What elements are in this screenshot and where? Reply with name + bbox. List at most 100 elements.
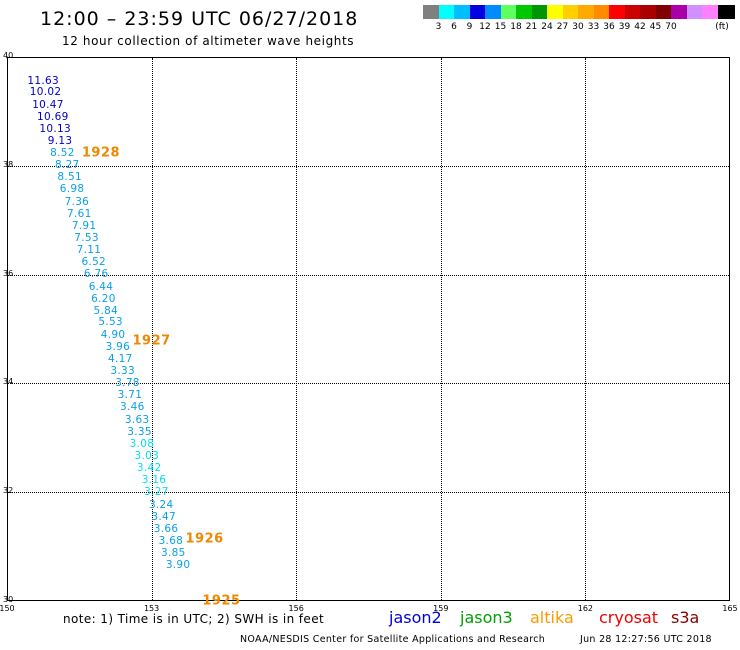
- color-swatch: [547, 5, 564, 19]
- wave-height-label: 11.63: [27, 74, 59, 87]
- meridian-gridline: [296, 58, 298, 600]
- legend-jason3: jason3: [460, 608, 513, 627]
- wave-height-label: 3.71: [117, 389, 143, 402]
- wave-height-label: 3.24: [148, 498, 174, 511]
- latitude-tick-label: 36: [3, 268, 14, 278]
- legend-s3a: s3a: [671, 608, 700, 627]
- color-swatch: [562, 5, 580, 19]
- color-scale-label: 3: [435, 22, 442, 32]
- wave-height-label: 3.63: [124, 413, 150, 426]
- wave-height-label: 10.02: [29, 86, 62, 99]
- latitude-tick-label: 38: [3, 159, 14, 169]
- legend-altika: altika: [530, 608, 574, 627]
- color-scale-label: (ft): [715, 22, 729, 32]
- wave-height-label: 3.78: [115, 377, 140, 390]
- color-scale-label: 36: [603, 22, 615, 32]
- chart-title: 12:00 – 23:59 UTC 06/27/2018: [40, 8, 359, 30]
- wave-height-label: 9.13: [47, 134, 73, 147]
- pass-time-label: 1925: [202, 593, 241, 609]
- legend-jason2: jason2: [389, 608, 442, 627]
- wave-height-label: 4.17: [107, 352, 133, 365]
- color-swatch: [702, 5, 719, 19]
- parallel-gridline: [8, 165, 729, 167]
- longitude-tick-label: 156: [288, 604, 304, 613]
- color-swatch: [640, 5, 657, 19]
- meridian-gridline: [585, 58, 587, 600]
- color-swatch: [531, 5, 549, 19]
- color-scale-label: 70: [665, 22, 677, 32]
- longitude-tick-label: 165: [722, 604, 738, 613]
- color-scale-legend: 3 6 9 12 15 18 21 24 27 30 33 36 39 42 45 70 (ft): [423, 5, 735, 37]
- wave-height-label: 3.33: [110, 364, 135, 377]
- chart-subtitle: 12 hour collection of altimeter wave hei…: [62, 34, 355, 48]
- wave-height-label: 8.52: [50, 147, 75, 160]
- wave-height-label: 3.35: [127, 425, 152, 438]
- units-note: note: 1) Time is in UTC; 2) SWH is in fe…: [63, 612, 325, 626]
- latitude-tick-label: 34: [3, 377, 14, 387]
- longitude-tick-label: 153: [143, 604, 160, 613]
- color-scale-label: 6: [451, 22, 457, 32]
- wave-height-label: 7.36: [64, 195, 90, 208]
- color-scale-label: 12: [479, 22, 491, 32]
- color-swatch: [717, 5, 735, 19]
- wave-height-label: 3.08: [129, 437, 155, 450]
- latitude-tick-label: 32: [3, 486, 14, 496]
- parallel-gridline: [8, 492, 729, 494]
- color-swatch: [609, 5, 626, 19]
- color-swatch: [578, 5, 595, 19]
- wave-height-label: 3.68: [158, 534, 184, 547]
- longitude-tick-label: 150: [0, 604, 15, 613]
- meridian-gridline: [151, 58, 153, 600]
- wave-height-label: 6.52: [81, 256, 107, 269]
- meridian-gridline: [440, 58, 442, 600]
- wave-height-label: 10.69: [37, 110, 69, 123]
- color-swatch: [454, 5, 471, 19]
- color-swatch: [500, 5, 518, 19]
- color-swatch: [485, 5, 502, 19]
- wave-height-label: 3.46: [120, 401, 145, 414]
- wave-height-label: 3.16: [141, 474, 167, 487]
- wave-height-label: 7.61: [67, 207, 92, 220]
- color-scale-label: 33: [587, 22, 600, 32]
- pass-time-label: 1926: [185, 531, 224, 547]
- longitude-tick-label: 159: [433, 604, 449, 613]
- wave-height-label: 3.03: [134, 449, 160, 462]
- latitude-tick-label: 40: [3, 51, 14, 60]
- color-swatch: [655, 5, 673, 19]
- parallel-gridline: [8, 274, 729, 276]
- wave-height-label: 3.96: [105, 340, 131, 353]
- color-scale-label: 45: [649, 22, 662, 32]
- color-scale-label: 24: [541, 22, 553, 32]
- pass-time-label: 1928: [81, 145, 121, 161]
- wave-height-label: 8.51: [57, 171, 82, 184]
- parallel-gridline: [8, 383, 729, 385]
- map-plot-area: [7, 57, 730, 601]
- color-scale-label: 18: [510, 22, 522, 32]
- color-scale-label: 30: [572, 22, 584, 32]
- color-swatch: [438, 5, 456, 19]
- color-swatch: [469, 5, 487, 19]
- wave-height-label: 8.27: [54, 159, 80, 172]
- wave-height-label: 7.53: [74, 231, 99, 244]
- pass-time-label: 1927: [132, 333, 171, 349]
- color-swatch: [686, 5, 704, 19]
- longitude-tick-label: 162: [577, 604, 594, 613]
- wave-height-label: 3.42: [136, 462, 162, 475]
- wave-height-label: 5.84: [93, 304, 119, 317]
- color-scale-label: 21: [525, 22, 538, 32]
- wave-height-label: 7.11: [76, 244, 102, 257]
- color-scale-label: 27: [556, 22, 569, 32]
- wave-height-label: 3.66: [153, 522, 179, 535]
- wave-height-label: 10.47: [32, 98, 64, 111]
- color-swatch: [593, 5, 611, 19]
- wave-height-label: 7.91: [71, 219, 97, 232]
- color-swatch: [516, 5, 533, 19]
- wave-height-label: 3.27: [144, 486, 169, 499]
- color-scale-label: 42: [634, 22, 646, 32]
- color-swatch: [671, 5, 688, 19]
- latitude-tick-label: 30: [3, 595, 14, 604]
- color-swatch: [423, 5, 440, 19]
- wave-height-label: 10.13: [39, 122, 71, 135]
- wave-height-label: 3.47: [151, 510, 176, 523]
- generated-timestamp: Jun 28 12:27:56 UTC 2018: [580, 634, 712, 645]
